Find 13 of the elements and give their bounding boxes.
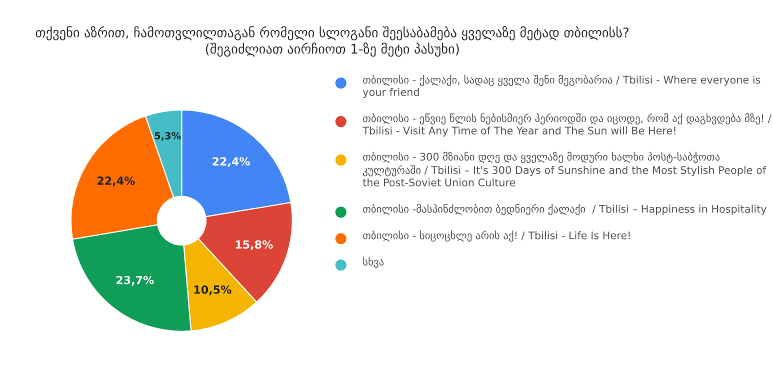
legend-label: სხვა: [363, 256, 384, 268]
data-label: 5,3%: [154, 132, 181, 141]
chart-title: თქვენი აზრით, ჩამოთვლილთაგან რომელი სლოგანი შეესაბამება ყველაზე მეტად თბილისს? (შეგიძლიათ აირჩიოთ 1-ზე მეტი პასუხი): [36, 26, 629, 57]
data-label: 10,5%: [194, 285, 232, 296]
legend-label: თბილისი - ქალაქი, სადაც ყველა შენი მეგობარია / Tbilisi - Where everyone is your friend: [362, 74, 760, 98]
legend-label: თბილისი - 300 მზიანი დღე და ყველაზე მოდური ხალხი პოსტ-საბჭოთა კულტურაში / Tbilisi – It's 300 Days of Sunshine and the Most Stylish People of the Post-Soviet Union Culture: [362, 152, 766, 186]
legend-label: თბილისი -მასპინძლობით ბედნიერი ქალაქი / Tbilisi – Happiness in Hospitality: [363, 204, 767, 216]
data-label: 22,4%: [98, 176, 135, 186]
legend-label: თბილისი - ეწვიე წლის ნებისმიერ პერიოდში და იცოდე, რომ აქ დაგხვდება მზე! / Tbilisi - Visit Any Time of The Year and The Sun will Be Here!: [362, 113, 772, 137]
data-label: 22,4%: [212, 157, 250, 168]
legend-label: თბილისი - სიცოცხლე არის აქ! / Tbilisi - Life Is Here!: [363, 230, 630, 242]
data-label: 23,7%: [116, 276, 154, 286]
data-label: 15,8%: [236, 240, 273, 250]
